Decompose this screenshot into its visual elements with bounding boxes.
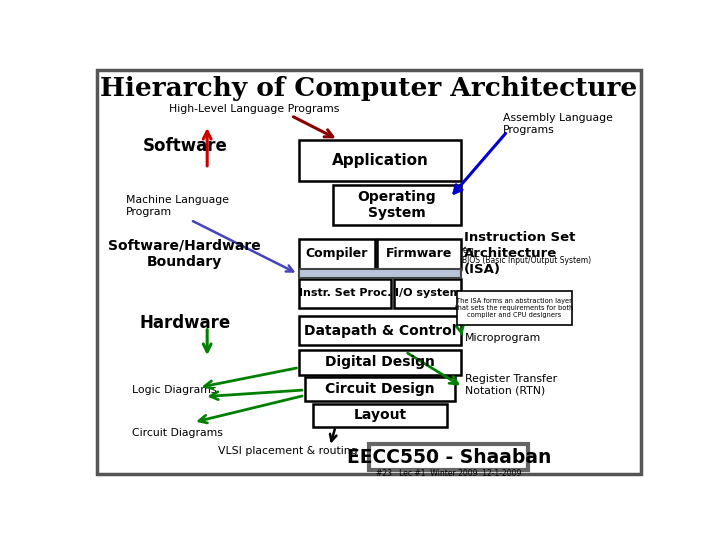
Text: The ISA forms an abstraction layer
that sets the requirements for both
compiler : The ISA forms an abstraction layer that … (455, 298, 574, 318)
Bar (313, 404, 447, 427)
Text: e.g.
BIOS (Basic Input/Output System): e.g. BIOS (Basic Input/Output System) (462, 246, 591, 265)
Text: Operating
System: Operating System (358, 190, 436, 220)
Text: Software: Software (143, 137, 228, 155)
Text: Application: Application (332, 153, 428, 168)
Text: Hardware: Hardware (139, 314, 230, 332)
Text: High-Level Language Programs: High-Level Language Programs (169, 104, 340, 114)
Bar (377, 239, 461, 268)
Bar (300, 316, 461, 346)
Text: Datapath & Control: Datapath & Control (304, 324, 456, 338)
Bar (300, 279, 392, 308)
Text: Software/Hardware
Boundary: Software/Hardware Boundary (109, 239, 261, 269)
Bar (300, 239, 374, 268)
Text: Compiler: Compiler (306, 247, 368, 260)
Text: Register Transfer
Notation (RTN): Register Transfer Notation (RTN) (465, 374, 557, 396)
Bar (333, 185, 461, 225)
Bar (457, 292, 572, 325)
Text: Machine Language
Program: Machine Language Program (126, 195, 229, 217)
Text: Microprogram: Microprogram (465, 333, 541, 343)
Bar (300, 269, 461, 278)
Text: Instruction Set
Architecture
(ISA): Instruction Set Architecture (ISA) (464, 231, 575, 276)
Text: Layout: Layout (354, 408, 407, 422)
Text: Circuit Design: Circuit Design (325, 382, 435, 396)
Bar (300, 140, 461, 181)
Text: Circuit Diagrams: Circuit Diagrams (132, 428, 222, 438)
Text: Logic Diagrams: Logic Diagrams (132, 385, 216, 395)
Bar (305, 377, 456, 401)
Bar (300, 269, 461, 278)
Bar (394, 279, 461, 308)
Text: Assembly Language
Programs: Assembly Language Programs (503, 113, 613, 134)
Text: Firmware: Firmware (386, 247, 452, 260)
Text: I/O system: I/O system (395, 288, 461, 299)
Text: #23   Lec #1  Winter 2009  12-1-2009: #23 Lec #1 Winter 2009 12-1-2009 (376, 469, 521, 477)
Text: Hierarchy of Computer Architecture: Hierarchy of Computer Architecture (100, 76, 638, 100)
Bar (300, 349, 461, 375)
Bar (369, 444, 528, 470)
Text: Digital Design: Digital Design (325, 355, 435, 369)
Text: EECC550 - Shaaban: EECC550 - Shaaban (346, 448, 551, 467)
Text: Instr. Set Proc.: Instr. Set Proc. (299, 288, 392, 299)
Text: VLSI placement & routing: VLSI placement & routing (218, 447, 358, 456)
